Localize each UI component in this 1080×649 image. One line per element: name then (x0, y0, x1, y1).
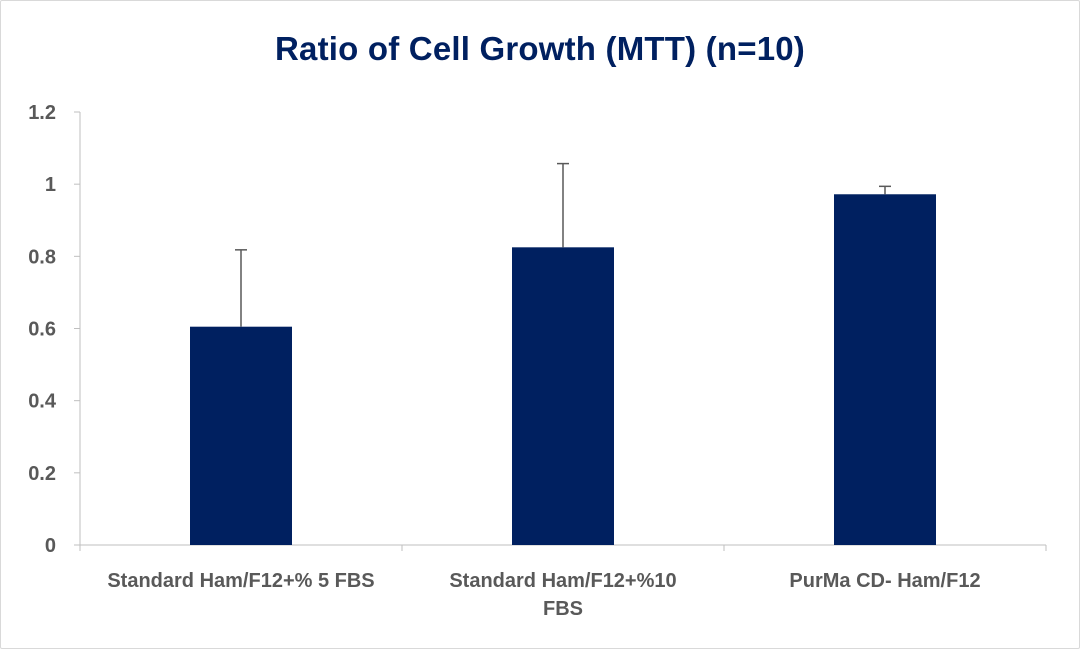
x-tick-label: Standard Ham/F12+% 5 FBS (107, 570, 374, 592)
x-tick-label: Standard Ham/F12+%10 FBS (449, 570, 676, 620)
bar (512, 247, 614, 545)
error-bar (235, 249, 247, 327)
x-tick-label: PurMa CD- Ham/F12 (789, 570, 980, 592)
y-tick-label: 0.6 (28, 319, 56, 341)
y-tick-label: 1.2 (28, 102, 56, 124)
x-axis: Standard Ham/F12+% 5 FBS Standard Ham/F12… (79, 544, 1047, 620)
y-tick-label: 1 (45, 174, 56, 196)
y-tick-label: 0 (45, 535, 56, 557)
bar (834, 194, 936, 545)
error-bars (235, 162, 891, 327)
x-tick-label-line: Standard Ham/F12+%10 (449, 570, 676, 592)
y-tick-label: 0.8 (28, 246, 56, 268)
error-bar (879, 185, 891, 195)
y-tick-label: 0.4 (28, 391, 57, 413)
error-bar (557, 162, 569, 248)
chart-title: Ratio of Cell Growth (MTT) (n=10) (275, 30, 805, 67)
y-tick-label: 0.2 (28, 463, 56, 485)
y-axis: 0 0.2 0.4 0.6 0.8 1 1.2 (28, 102, 81, 557)
bar (190, 326, 292, 545)
x-tick-label-line: Standard Ham/F12+% 5 FBS (107, 570, 374, 592)
x-tick-label-line: PurMa CD- Ham/F12 (789, 570, 980, 592)
bar-series (190, 194, 936, 545)
x-tick-label-line: FBS (543, 598, 583, 620)
